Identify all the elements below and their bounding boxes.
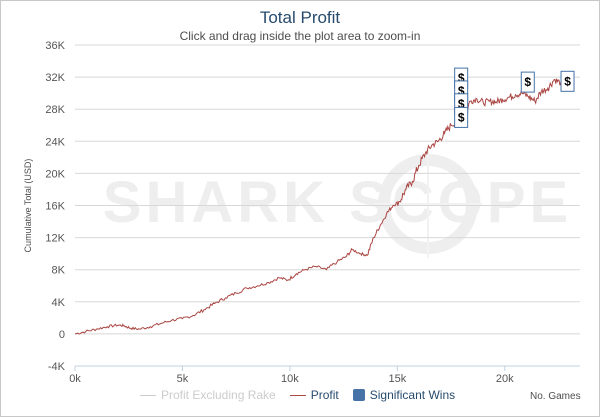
legend-item[interactable]: Significant Wins	[352, 388, 456, 402]
significant-win-label: $	[458, 110, 465, 124]
x-tick-label: 20k	[496, 373, 514, 385]
significant-win-flag[interactable]: $	[454, 106, 469, 128]
chart-subtitle: Click and drag inside the plot area to z…	[179, 29, 421, 43]
y-tick-label: 24K	[45, 136, 65, 148]
y-tick-label: 16K	[45, 201, 65, 213]
chart-title: Total Profit	[259, 8, 341, 27]
y-tick-label: 8K	[52, 265, 66, 277]
legend-item[interactable]: Profit	[289, 388, 339, 402]
x-tick-label: 10k	[281, 373, 299, 385]
significant-win-label: $	[458, 97, 465, 111]
x-axis-label: No. Games	[530, 391, 581, 402]
x-tick-label: 5k	[177, 373, 189, 385]
significant-win-flag[interactable]: $	[520, 71, 535, 93]
significant-win-flag[interactable]: $	[560, 70, 575, 92]
significant-win-label: $	[458, 71, 465, 85]
y-axis-label: Cumulative Total (USD)	[23, 159, 33, 253]
series-line-profit[interactable]	[74, 78, 575, 335]
y-tick-label: 20K	[45, 168, 65, 180]
y-tick-label: 36K	[45, 40, 65, 52]
x-tick-label: 15k	[388, 373, 406, 385]
y-tick-label: 4K	[52, 297, 66, 309]
significant-win-label: $	[524, 75, 531, 89]
legend-label: Profit Excluding Rake	[161, 388, 276, 402]
y-tick-label: 0	[59, 329, 65, 341]
y-tick-label: 32K	[45, 72, 65, 84]
x-tick-label: 0k	[69, 373, 81, 385]
legend-label: Significant Wins	[369, 388, 456, 402]
legend-line-icon	[289, 394, 306, 396]
watermark-text: SHARK SCOPE	[103, 170, 572, 235]
legend-item[interactable]: Profit Excluding Rake	[140, 388, 276, 402]
y-tick-label: -4K	[48, 361, 66, 373]
significant-win-label: $	[458, 84, 465, 98]
chart-legend: Profit Excluding Rake Profit Significant W…	[140, 387, 469, 403]
legend-label: Profit	[310, 388, 339, 402]
y-tick-label: 28K	[45, 104, 65, 116]
y-tick-label: 12K	[45, 233, 65, 245]
significant-win-label: $	[564, 74, 571, 88]
legend-swatch-icon	[352, 389, 365, 401]
legend-line-icon	[140, 394, 156, 396]
